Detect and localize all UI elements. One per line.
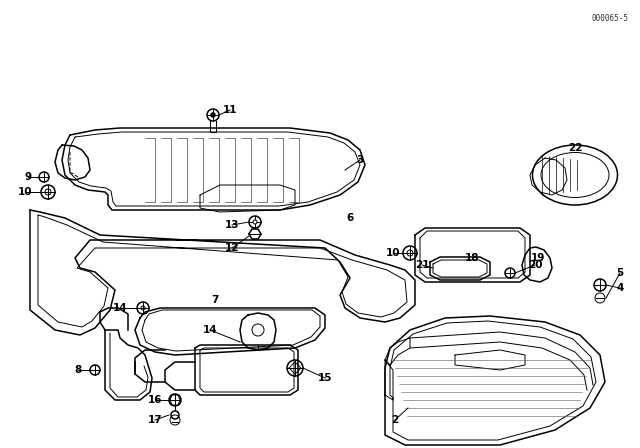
Text: 21: 21: [415, 260, 429, 270]
Text: 12: 12: [225, 243, 239, 253]
Text: 6: 6: [346, 213, 354, 223]
Text: 2: 2: [392, 415, 399, 425]
Circle shape: [171, 411, 179, 419]
Text: 3: 3: [356, 155, 364, 165]
Text: 13: 13: [225, 220, 239, 230]
Text: 4: 4: [616, 283, 624, 293]
Text: 14: 14: [113, 303, 127, 313]
Text: 000065-5: 000065-5: [591, 13, 628, 22]
Text: 15: 15: [317, 373, 332, 383]
Text: 22: 22: [568, 143, 582, 153]
Text: 9: 9: [24, 172, 31, 182]
Text: 8: 8: [74, 365, 82, 375]
Text: 10: 10: [386, 248, 400, 258]
Text: 10: 10: [18, 187, 32, 197]
Text: 17: 17: [148, 415, 163, 425]
Text: 14: 14: [203, 325, 218, 335]
Text: 5: 5: [616, 268, 623, 278]
Circle shape: [253, 220, 257, 224]
Text: 11: 11: [223, 105, 237, 115]
Text: 18: 18: [465, 253, 479, 263]
Text: 16: 16: [148, 395, 163, 405]
Text: 20: 20: [528, 260, 542, 270]
Text: 7: 7: [211, 295, 219, 305]
Text: 19: 19: [531, 253, 545, 263]
Circle shape: [211, 113, 215, 117]
